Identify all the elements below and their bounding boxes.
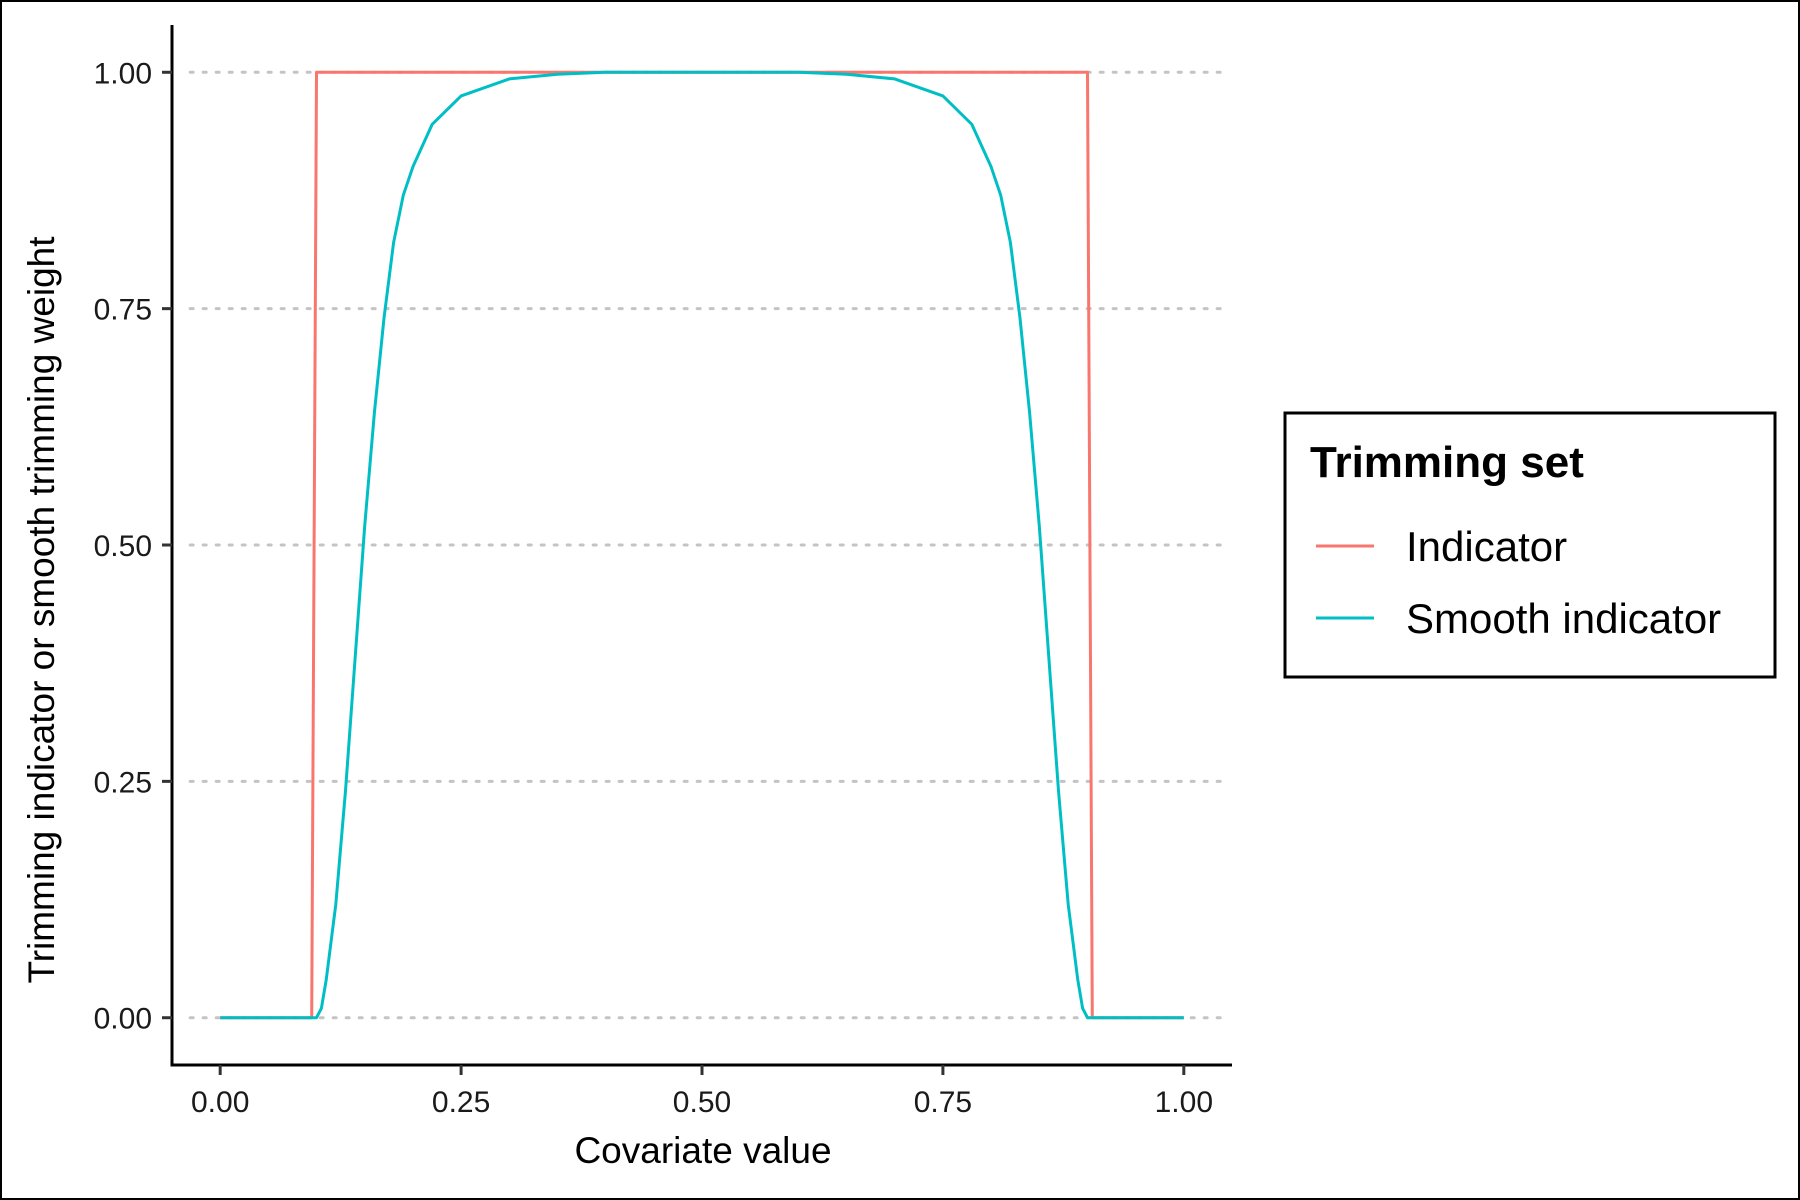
x-tick-label-0: 0.00 [191, 1086, 249, 1119]
y-axis-title: Trimming indicator or smooth trimming we… [21, 236, 62, 984]
x-tick-label-4: 1.00 [1155, 1086, 1213, 1119]
y-tick-label-0: 0.00 [94, 1003, 152, 1036]
legend-label-smooth-indicator: Smooth indicator [1406, 595, 1721, 642]
y-tick-label-4: 1.00 [94, 57, 152, 90]
x-tick-label-1: 0.25 [432, 1086, 490, 1119]
y-tick-label-1: 0.25 [94, 766, 152, 799]
legend-title: Trimming set [1310, 438, 1584, 487]
y-tick-label-2: 0.50 [94, 530, 152, 563]
legend-items: Indicator Smooth indicator [1316, 523, 1721, 642]
y-tick-label-3: 0.75 [94, 294, 152, 327]
legend-label-indicator: Indicator [1406, 523, 1567, 570]
x-axis-title: Covariate value [574, 1130, 831, 1171]
x-tick-label-2: 0.50 [673, 1086, 731, 1119]
series-line-smooth-indicator [220, 70, 1184, 1020]
legend: Trimming set Indicator Smooth indicator [1283, 411, 1777, 679]
x-tick-label-3: 0.75 [914, 1086, 972, 1119]
tick-marks-and-labels: 0.00 0.25 0.50 0.75 1.00 0.00 0.25 0.50 0.75 1.00 [94, 57, 1213, 1119]
plot-series [220, 70, 1184, 1020]
